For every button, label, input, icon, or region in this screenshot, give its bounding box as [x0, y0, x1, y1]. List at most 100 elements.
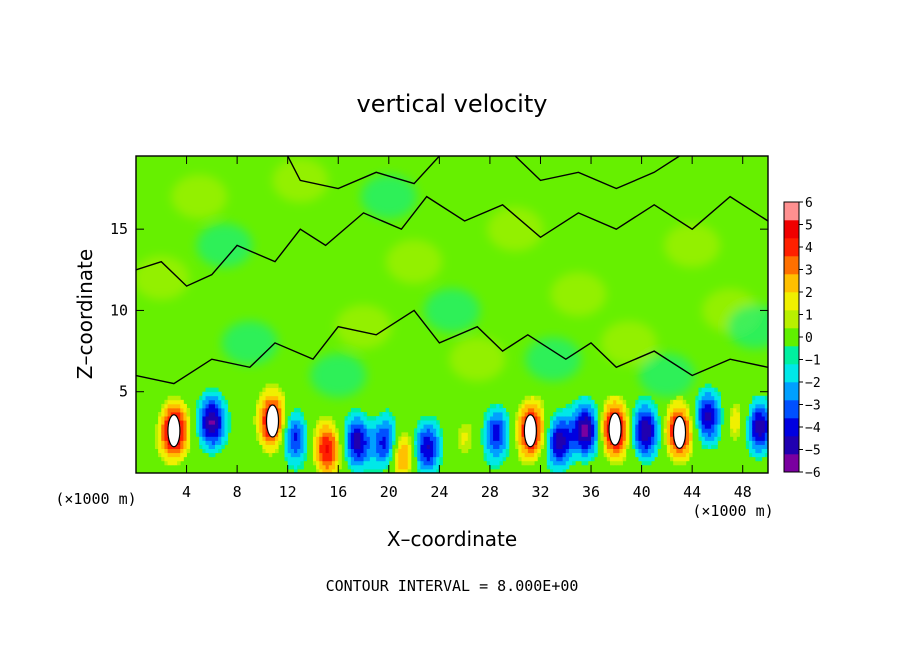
velocity-cell: [581, 395, 586, 401]
velocity-cell: [458, 436, 462, 441]
velocity-cell: [196, 407, 200, 413]
velocity-cell: [486, 444, 491, 450]
velocity-cell: [398, 444, 402, 450]
velocity-cell: [540, 420, 545, 425]
velocity-cell: [177, 412, 181, 417]
velocity-cell: [376, 428, 380, 433]
velocity-cell: [559, 412, 563, 417]
velocity-cell: [319, 428, 323, 433]
velocity-cell: [436, 424, 440, 429]
velocity-cell: [644, 444, 649, 450]
velocity-cell: [594, 420, 598, 425]
velocity-cell: [707, 383, 712, 389]
velocity-cell: [202, 448, 206, 454]
velocity-cell: [752, 436, 756, 441]
velocity-cell: [382, 464, 387, 470]
velocity-cell: [436, 444, 440, 450]
velocity-cell: [752, 432, 756, 437]
velocity-cell: [622, 440, 627, 445]
velocity-cell: [616, 395, 620, 401]
velocity-cell: [518, 403, 522, 409]
velocity-cell: [167, 456, 172, 462]
velocity-cell: [603, 440, 608, 445]
colorbar-tick-label: −4: [805, 421, 821, 436]
velocity-cell: [584, 412, 589, 417]
velocity-cell: [319, 436, 323, 441]
velocity-cell: [202, 395, 206, 401]
velocity-cell: [350, 456, 355, 462]
velocity-cell: [578, 416, 582, 421]
velocity-cell: [641, 399, 646, 405]
velocity-cell: [584, 420, 589, 425]
velocity-cell: [319, 424, 323, 429]
velocity-cell: [613, 403, 617, 409]
velocity-cell: [559, 407, 563, 413]
velocity-cell: [196, 420, 200, 425]
soft-patch: [449, 337, 506, 382]
velocity-cell: [647, 456, 652, 462]
velocity-cell: [641, 448, 646, 454]
velocity-cell: [218, 420, 222, 425]
velocity-cell: [524, 399, 529, 405]
velocity-cell: [537, 436, 541, 441]
velocity-cell: [486, 456, 491, 462]
velocity-cell: [322, 424, 326, 429]
velocity-cell: [205, 387, 210, 393]
velocity-cell: [205, 412, 210, 417]
colorbar-swatch: [784, 346, 799, 365]
contour-line: [136, 309, 768, 385]
velocity-cell: [303, 440, 308, 445]
velocity-cell: [294, 468, 298, 473]
velocity-cell: [559, 440, 563, 445]
velocity-cell: [180, 399, 184, 405]
velocity-cell: [549, 416, 554, 421]
velocity-cell: [391, 436, 396, 441]
velocity-cell: [730, 420, 734, 425]
velocity-cell: [600, 432, 605, 437]
velocity-cell: [275, 436, 279, 441]
velocity-cell: [764, 412, 768, 417]
velocity-cell: [670, 440, 674, 445]
velocity-cell: [417, 420, 421, 425]
velocity-cell: [711, 391, 715, 397]
velocity-cell: [366, 436, 371, 441]
velocity-cell: [505, 452, 510, 458]
velocity-cell: [164, 407, 168, 413]
velocity-cell: [666, 420, 671, 425]
velocity-cell: [600, 416, 605, 421]
velocity-cell: [663, 416, 668, 421]
velocity-cell: [502, 440, 507, 445]
velocity-cell: [764, 399, 768, 405]
velocity-cell: [328, 464, 333, 470]
velocity-cell: [319, 420, 323, 425]
velocity-cell: [502, 424, 507, 429]
velocity-cell: [303, 452, 308, 458]
velocity-cell: [177, 460, 181, 466]
velocity-cell: [167, 407, 172, 413]
velocity-cell: [505, 428, 510, 433]
velocity-cell: [154, 428, 159, 433]
velocity-cell: [720, 420, 725, 425]
velocity-cell: [752, 428, 756, 433]
velocity-cell: [553, 440, 557, 445]
velocity-cell: [379, 444, 383, 450]
velocity-cell: [316, 428, 320, 433]
velocity-cell: [224, 403, 229, 409]
velocity-cell: [565, 452, 570, 458]
velocity-cell: [347, 436, 352, 441]
velocity-cell: [568, 420, 573, 425]
velocity-cell: [707, 387, 712, 393]
velocity-cell: [559, 416, 563, 421]
velocity-cell: [521, 436, 526, 441]
velocity-cell: [499, 440, 503, 445]
velocity-cell: [689, 436, 693, 441]
velocity-cell: [666, 444, 671, 450]
velocity-cell: [679, 403, 684, 409]
x-axis-label: X–coordinate: [387, 527, 517, 551]
velocity-cell: [259, 432, 263, 437]
velocity-cell: [752, 424, 756, 429]
velocity-cell: [704, 424, 709, 429]
velocity-cell: [161, 403, 165, 409]
velocity-cell: [584, 432, 589, 437]
velocity-cell: [373, 460, 377, 466]
